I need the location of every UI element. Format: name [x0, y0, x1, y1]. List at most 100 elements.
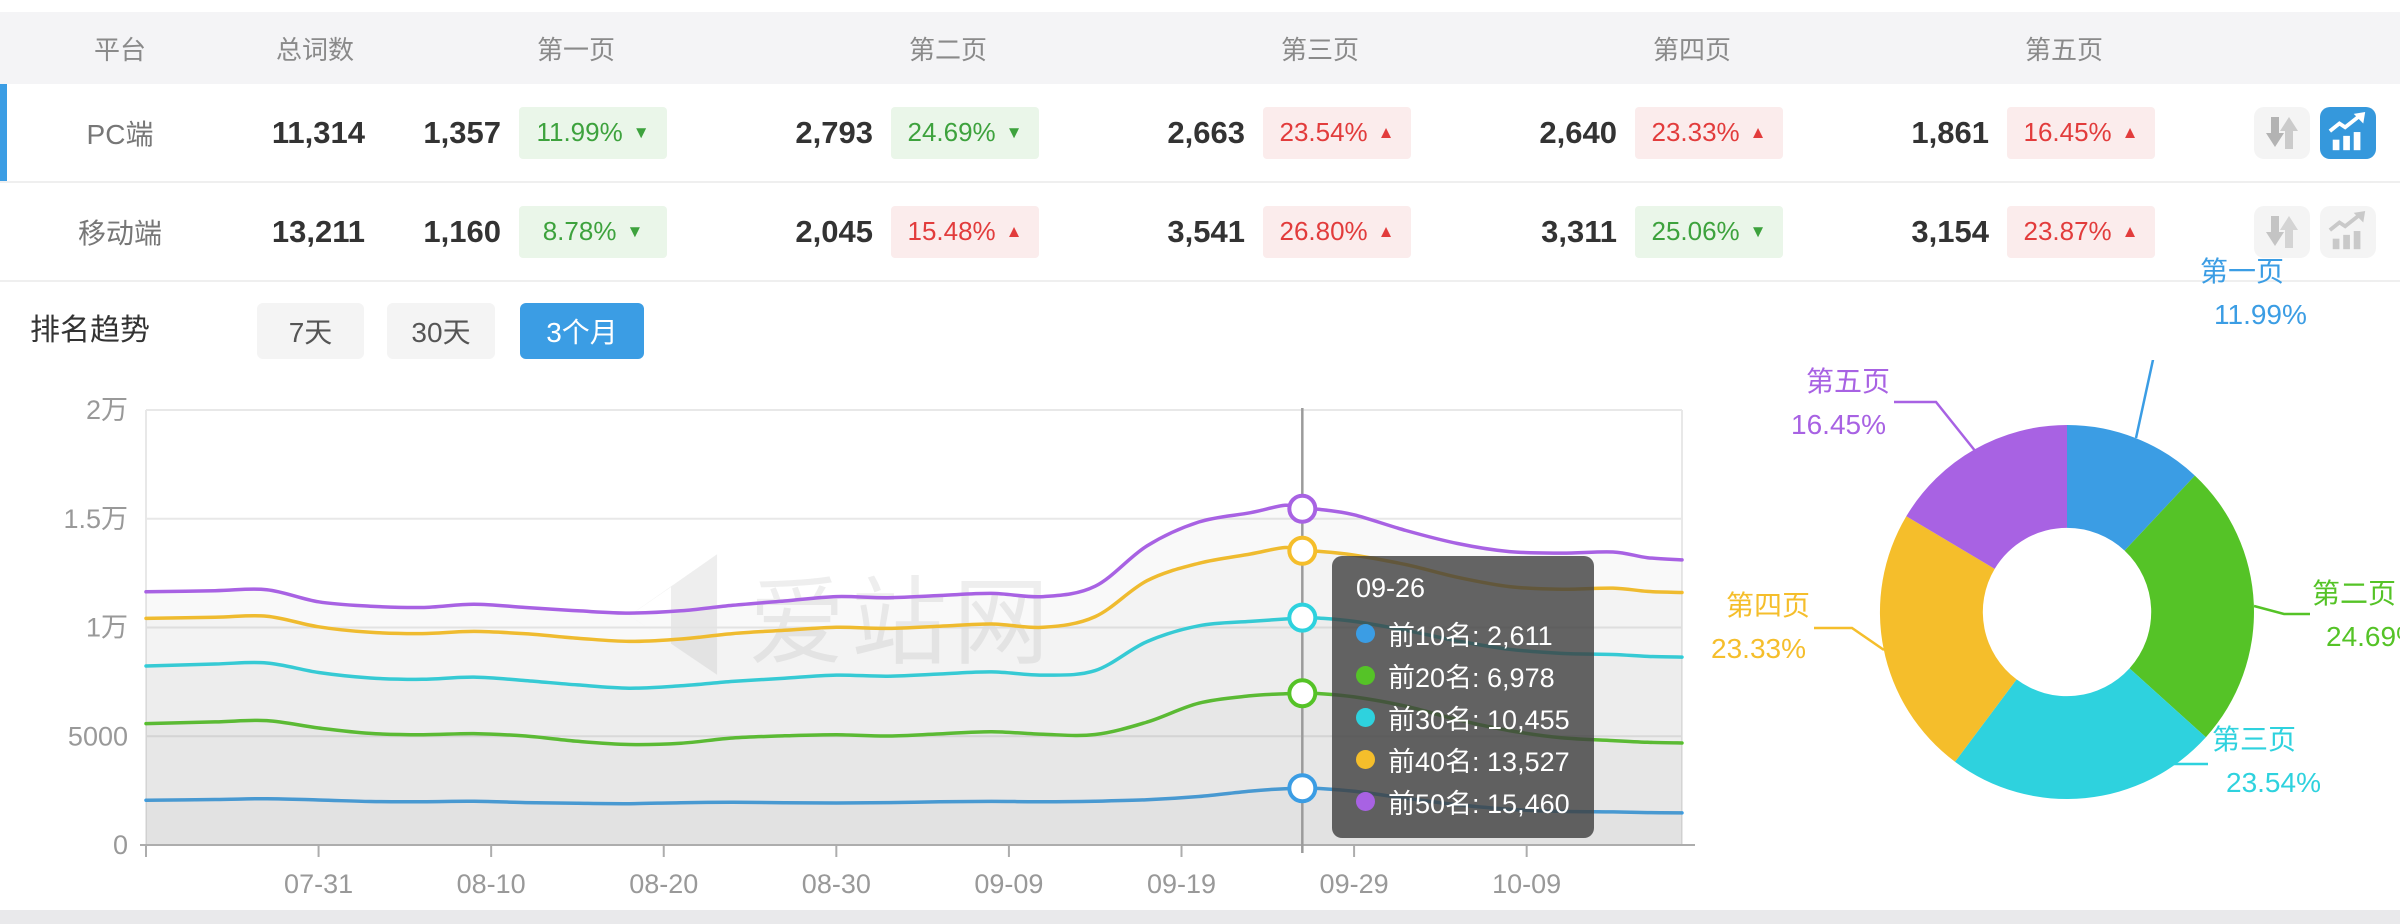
trend-arrow-icon: ▼ [632, 123, 650, 142]
tooltip-row: 前40名: 13,527 [1356, 738, 1570, 780]
x-axis-label: 09-19 [1147, 869, 1216, 899]
page-distribution-donut-chart[interactable] [1700, 360, 2400, 900]
page5-cell: 1,861 16.45% ▲ [1878, 106, 2250, 159]
donut-leader-line-第二页 [2253, 604, 2310, 616]
tooltip-date: 09-26 [1356, 573, 1426, 603]
badge-pct: 25.06% [1651, 216, 1740, 246]
page5-count: 3,154 [1911, 213, 1989, 249]
badge-pct: 16.45% [2023, 117, 2112, 147]
donut-label-page1: 第一页 11.99% [2200, 250, 2307, 336]
show-trend-chart-button[interactable] [2320, 205, 2376, 258]
series-dot-icon [1356, 749, 1375, 769]
trend-arrow-icon: ▲ [1377, 123, 1395, 142]
badge-pct: 11.99% [536, 117, 623, 147]
donut-slice-第二页[interactable] [2124, 475, 2254, 738]
trend-arrow-icon: ▼ [1749, 222, 1767, 241]
donut-label-pct: 11.99% [2214, 299, 2307, 330]
col-header-page1: 第一页 [536, 34, 615, 65]
page2-count: 2,045 [795, 213, 873, 249]
col-header-page5: 第五页 [2024, 34, 2103, 65]
x-axis-label: 10-09 [1492, 869, 1561, 899]
table-header-row: 平台 总词数 第一页 第二页 第三页 第四页 第五页 [0, 12, 2400, 84]
series-area-前20名 [146, 693, 1682, 845]
rank-trend-line-chart[interactable]: 07-31 08-10 08-20 08-30 09-09 09-19 09-29 10-09… [0, 350, 1700, 924]
page4-cell: 2,640 23.33% ▲ [1506, 106, 1878, 159]
sort-button[interactable] [2254, 106, 2310, 159]
hover-marker-前40名 [1287, 535, 1318, 566]
hover-marker-前50名 [1287, 493, 1318, 524]
donut-label-name: 第一页 [2200, 256, 2285, 287]
trend-arrow-icon: ▼ [626, 222, 644, 241]
tooltip-row: 前50名: 15,460 [1356, 780, 1570, 822]
tooltip-row: 前10名: 2,611 [1356, 612, 1570, 654]
page1-trend-badge: 8.78% ▼ [519, 205, 667, 258]
table-row-pc[interactable]: PC端 11,314 1,357 11.99% ▼ 2,793 24.69% ▼ 2… [0, 84, 2400, 183]
col-header-page4: 第四页 [1652, 34, 1731, 65]
donut-label-pct: 16.45% [1791, 409, 1886, 440]
trend-arrow-icon: ▲ [1005, 222, 1023, 241]
donut-leader-line-第四页 [1814, 626, 1885, 652]
page1-cell: 1,357 11.99% ▼ [390, 106, 762, 159]
donut-slice-第五页[interactable] [1906, 424, 2067, 569]
tab-30-days[interactable]: 30天 [387, 303, 495, 359]
x-axis-label: 08-10 [457, 869, 526, 899]
tooltip-row: 前20名: 6,978 [1356, 654, 1570, 696]
donut-slice-第一页[interactable] [2067, 425, 2195, 551]
row-actions [2250, 205, 2400, 258]
tooltip-row: 前30名: 10,455 [1356, 696, 1570, 738]
trend-chart-icon [2328, 210, 2366, 249]
sort-button[interactable] [2254, 205, 2310, 258]
badge-pct: 23.87% [2023, 216, 2112, 246]
page2-trend-badge: 15.48% ▲ [891, 205, 1039, 258]
trend-arrow-icon: ▲ [1377, 222, 1395, 241]
platform-label: PC端 [86, 118, 154, 150]
donut-slice-第四页[interactable] [1879, 516, 2017, 762]
series-dot-icon [1356, 623, 1375, 643]
col-header-platform: 平台 [93, 34, 146, 65]
page3-cell: 2,663 23.54% ▲ [1134, 106, 1506, 159]
row-actions [2250, 106, 2400, 159]
page5-trend-badge: 16.45% ▲ [2007, 106, 2155, 159]
donut-label-name: 第三页 [2212, 724, 2297, 755]
page3-count: 3,541 [1167, 213, 1245, 249]
donut-label-page3: 第三页 23.54% [2212, 718, 2321, 804]
tab-7-days[interactable]: 7天 [257, 303, 364, 359]
tab-3-months[interactable]: 3个月 [520, 303, 644, 359]
platform-label: 移动端 [77, 217, 162, 249]
page5-cell: 3,154 23.87% ▲ [1878, 205, 2250, 258]
col-header-page3: 第三页 [1280, 34, 1359, 65]
donut-label-page2: 第二页 24.69% [2312, 572, 2400, 658]
page1-count: 1,160 [423, 213, 501, 249]
page4-cell: 3,311 25.06% ▼ [1506, 205, 1878, 258]
total-words-value: 11,314 [271, 114, 365, 150]
tooltip-row-text: 前40名: 13,527 [1388, 746, 1570, 777]
badge-pct: 23.54% [1279, 117, 1368, 147]
page4-trend-badge: 25.06% ▼ [1635, 205, 1783, 258]
series-area-前50名 [146, 505, 1682, 845]
tooltip-row-text: 前30名: 10,455 [1388, 704, 1570, 735]
tooltip-row-text: 前20名: 6,978 [1388, 662, 1555, 693]
y-axis-label: 0 [113, 830, 128, 860]
hover-marker-前10名 [1287, 773, 1318, 804]
donut-leader-line-第五页 [1894, 400, 1977, 453]
page4-count: 2,640 [1539, 114, 1617, 150]
tooltip-row-text: 前50名: 15,460 [1388, 788, 1570, 819]
page4-trend-badge: 23.33% ▲ [1635, 106, 1783, 159]
x-axis-label: 07-31 [284, 869, 353, 899]
series-dot-icon [1356, 707, 1375, 727]
x-axis-label: 08-20 [629, 869, 698, 899]
y-axis-label: 1万 [86, 613, 128, 643]
series-line-前50名[interactable] [144, 503, 1684, 615]
donut-label-name: 第二页 [2312, 578, 2397, 609]
donut-slice-第三页[interactable] [1955, 668, 2206, 800]
page2-cell: 2,045 15.48% ▲ [762, 205, 1134, 258]
table-row-mobile[interactable]: 移动端 13,211 1,160 8.78% ▼ 2,045 15.48% ▲ 3,… [0, 183, 2400, 282]
show-trend-chart-button[interactable] [2320, 106, 2376, 159]
badge-pct: 8.78% [542, 216, 617, 246]
donut-label-name: 第四页 [1725, 590, 1810, 621]
sort-arrows-icon [2266, 215, 2298, 248]
total-words-value: 13,211 [271, 213, 365, 249]
donut-label-page4: 第四页 23.33% [1618, 584, 1810, 670]
col-header-page2: 第二页 [908, 34, 987, 65]
badge-pct: 26.80% [1279, 216, 1368, 246]
